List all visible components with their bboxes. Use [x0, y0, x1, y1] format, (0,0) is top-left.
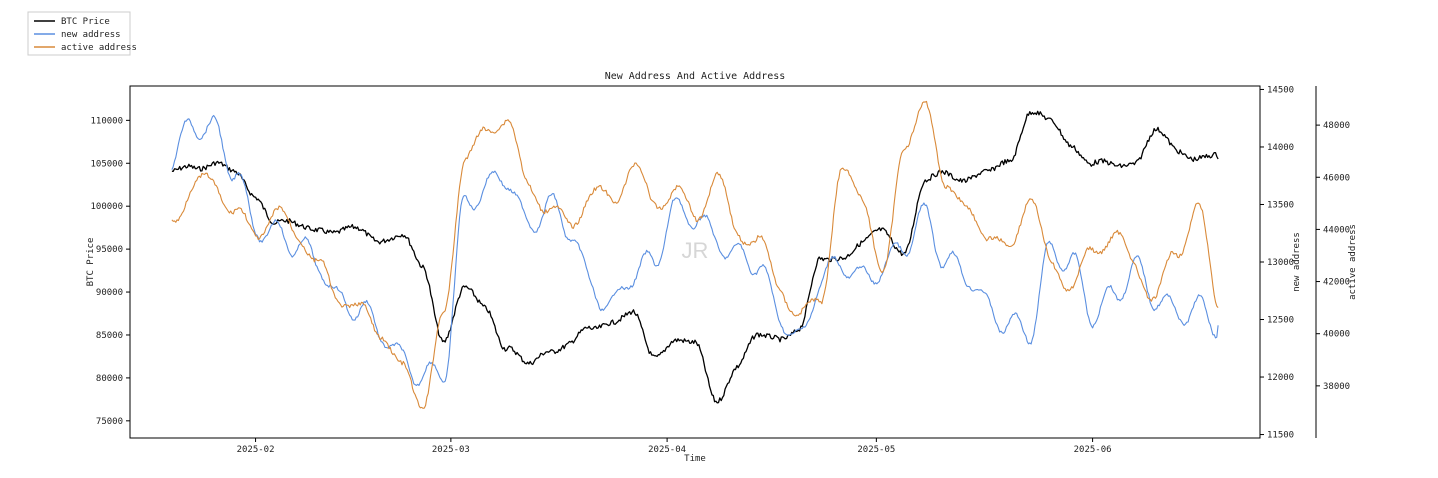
axis-right1-tick: 12000: [1260, 373, 1294, 383]
axis-right1-tick-label: 13000: [1267, 258, 1294, 268]
axis-right1: 11500 12000 12500 13000 13500 14000 14500: [1260, 85, 1294, 441]
x-tick: 2025-02: [237, 438, 275, 455]
axis-left-tick-label: 80000: [96, 374, 123, 384]
axis-right2-tick: 48000: [1316, 121, 1350, 131]
legend: BTC Price new address active address: [27, 11, 137, 56]
legend-label-active: active address: [61, 43, 137, 53]
axis-x: 2025-02 2025-03 2025-04 2025-05 2025-06: [237, 438, 1112, 455]
axis-right1-tick: 14500: [1260, 85, 1294, 95]
axis-left-tick: 105000: [90, 159, 130, 169]
axis-right2-tick-label: 40000: [1323, 330, 1350, 340]
x-tick-label: 2025-06: [1074, 445, 1112, 455]
legend-label-new: new address: [61, 30, 121, 40]
axis-right1-tick-label: 14000: [1267, 143, 1294, 153]
axis-right2-tick-label: 44000: [1323, 225, 1350, 235]
watermark: JR: [682, 238, 709, 263]
axis-left-tick: 75000: [96, 417, 130, 427]
x-axis-label: Time: [684, 454, 706, 464]
axis-left-tick-label: 95000: [96, 245, 123, 255]
axis-right1-tick: 13000: [1260, 258, 1294, 268]
axis-left-tick-label: 90000: [96, 288, 123, 298]
series-line-btc-price: [171, 110, 1219, 404]
axis-right2: 38000 40000 42000 44000 46000 48000: [1316, 121, 1350, 392]
axis-right1-tick: 13500: [1260, 200, 1294, 210]
x-tick-label: 2025-04: [648, 445, 686, 455]
axis-right1-tick-label: 12000: [1267, 373, 1294, 383]
axis-right1-tick: 14000: [1260, 143, 1294, 153]
axis-left-tick: 110000: [90, 116, 130, 126]
axis-right2-tick: 38000: [1316, 382, 1350, 392]
axis-right2-tick-label: 38000: [1323, 382, 1350, 392]
axis-right2-tick-label: 42000: [1323, 278, 1350, 288]
axis-left-tick-label: 75000: [96, 417, 123, 427]
legend-label-btc: BTC Price: [61, 17, 110, 27]
axis-left-tick-label: 105000: [90, 159, 123, 169]
axis-left-tick: 90000: [96, 288, 130, 298]
x-tick-label: 2025-02: [237, 445, 275, 455]
x-tick: 2025-06: [1074, 438, 1112, 455]
x-tick: 2025-04: [648, 438, 686, 455]
axis-left-tick: 80000: [96, 374, 130, 384]
axis-right2-tick: 44000: [1316, 225, 1350, 235]
axis-right2-tick: 40000: [1316, 330, 1350, 340]
x-tick: 2025-03: [432, 438, 470, 455]
left-axis-label: BTC Price: [86, 238, 96, 287]
axis-right1-tick-label: 11500: [1267, 431, 1294, 441]
axis-left-tick-label: 100000: [90, 202, 123, 212]
chart-title: New Address And Active Address: [605, 71, 786, 82]
right1-axis-label: new address: [1292, 232, 1302, 292]
axis-right2-tick: 42000: [1316, 278, 1350, 288]
axis-left-tick-label: 85000: [96, 331, 123, 341]
axis-left-tick-label: 110000: [90, 116, 123, 126]
axis-left: 75000 80000 85000 90000 95000 100000 105000 110…: [90, 116, 130, 427]
axis-left-tick: 95000: [96, 245, 130, 255]
x-tick-label: 2025-05: [857, 445, 895, 455]
axis-right2-tick: 46000: [1316, 173, 1350, 183]
axis-right2-tick-label: 46000: [1323, 173, 1350, 183]
series-line-active-address: [171, 100, 1219, 409]
axis-left-tick: 85000: [96, 331, 130, 341]
x-tick: 2025-05: [857, 438, 895, 455]
axis-right1-tick-label: 13500: [1267, 200, 1294, 210]
right2-axis-label: active address: [1348, 224, 1358, 300]
axis-right2-tick-label: 48000: [1323, 121, 1350, 131]
x-tick-label: 2025-03: [432, 445, 470, 455]
axis-right1-tick: 11500: [1260, 431, 1294, 441]
series-layer: [171, 100, 1219, 409]
axis-right1-tick-label: 12500: [1267, 316, 1294, 326]
axis-right1-tick-label: 14500: [1267, 85, 1294, 95]
axis-left-tick: 100000: [90, 202, 130, 212]
axis-right1-tick: 12500: [1260, 316, 1294, 326]
